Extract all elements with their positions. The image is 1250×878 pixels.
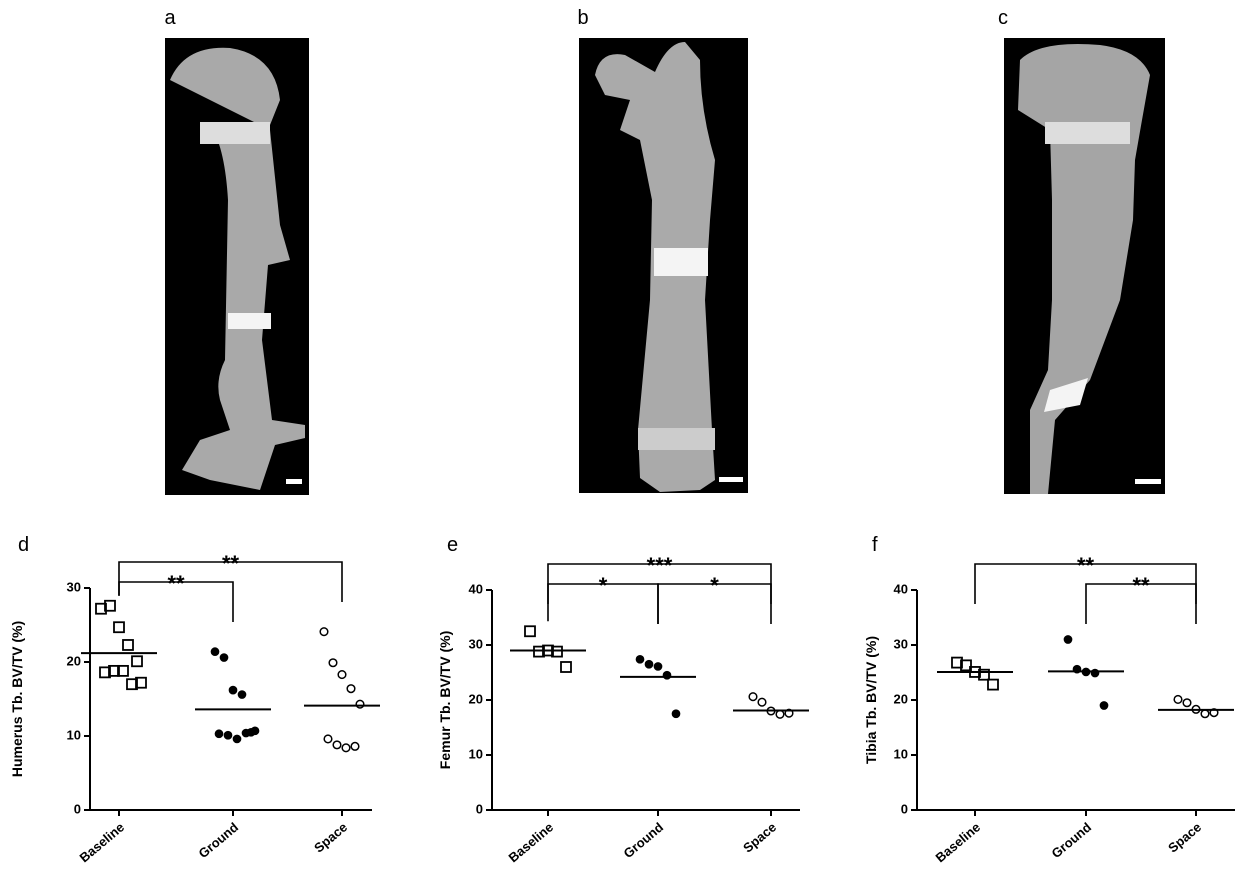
data-point [1064,636,1071,643]
data-point [123,640,133,650]
significance-bracket: *** [548,553,771,604]
x-tick-label: Ground [621,819,667,861]
data-point [1174,696,1182,704]
data-point [347,685,355,693]
panel-label: c [998,7,1008,29]
bone-image-femur [579,38,748,493]
significance-bracket: ** [119,551,342,602]
page: a b c d Humerus Tb. BV/TV (%) 0 10 20 30 Basel… [0,0,1250,878]
data-point [561,662,571,672]
y-tick-label: 0 [901,801,908,816]
panel-label: a [164,7,176,29]
significance-label: ** [222,551,240,576]
data-point [654,663,661,670]
significance-bracket: * [548,573,658,624]
significance-label: * [710,573,719,598]
data-point [329,659,337,667]
data-point [220,654,227,661]
y-tick-label: 30 [469,636,483,651]
data-point [320,628,328,636]
significance-bracket: ** [119,571,233,622]
data-point [211,648,218,655]
data-point [758,698,766,706]
data-point [338,671,346,679]
data-point [1201,710,1209,718]
x-tick-label: Space [311,819,350,855]
data-point [233,735,240,742]
significance-bracket: * [658,573,771,624]
data-point [333,741,341,749]
panel-label: d [18,534,29,556]
data-point [749,693,757,701]
panel-label: f [872,534,878,556]
data-point [645,661,652,668]
data-point [1183,699,1191,707]
data-point [238,691,245,698]
significance-label: * [599,573,608,598]
data-point [1100,702,1107,709]
y-tick-label: 20 [469,691,483,706]
y-axis-label: Femur Tb. BV/TV (%) [437,631,453,769]
data-point [636,656,643,663]
data-point [988,680,998,690]
x-tick-label: Ground [196,819,242,861]
y-axis-label: Tibia Tb. BV/TV (%) [863,636,879,764]
data-point [324,735,332,743]
y-tick-label: 20 [894,691,908,706]
figure: a b c d Humerus Tb. BV/TV (%) 0 10 20 30 Basel… [0,0,1250,878]
data-point [356,700,364,708]
data-point [525,626,535,636]
x-tick-label: Baseline [77,819,128,865]
data-point [251,727,258,734]
y-tick-label: 40 [469,581,483,596]
significance-label: ** [1132,573,1150,598]
x-tick-label: Space [740,819,779,855]
y-tick-label: 10 [469,746,483,761]
significance-label: *** [647,553,673,578]
data-point [114,622,124,632]
y-axis-label: Humerus Tb. BV/TV (%) [9,621,25,777]
y-tick-label: 30 [67,579,81,594]
panel-label: b [577,7,588,29]
significance-label: ** [167,571,185,596]
bone-image-tibia [1004,38,1165,494]
data-point [672,710,679,717]
y-tick-label: 20 [67,653,81,668]
data-point [132,656,142,666]
y-tick-label: 30 [894,636,908,651]
significance-label: ** [1077,553,1095,578]
x-tick-label: Ground [1049,819,1095,861]
y-tick-label: 10 [67,727,81,742]
data-point [242,729,249,736]
data-point [229,687,236,694]
data-point [776,711,784,719]
x-tick-label: Baseline [933,819,984,865]
x-tick-label: Baseline [506,819,557,865]
data-point [342,744,350,752]
data-point [351,743,359,751]
bone-image-humerus [165,38,309,495]
significance-bracket: ** [1086,573,1196,624]
y-tick-label: 0 [476,801,483,816]
x-tick-label: Space [1165,819,1204,855]
panel-label: e [447,534,458,556]
data-point [224,732,231,739]
data-point [215,730,222,737]
y-tick-label: 0 [74,801,81,816]
y-tick-label: 10 [894,746,908,761]
y-tick-label: 40 [894,581,908,596]
